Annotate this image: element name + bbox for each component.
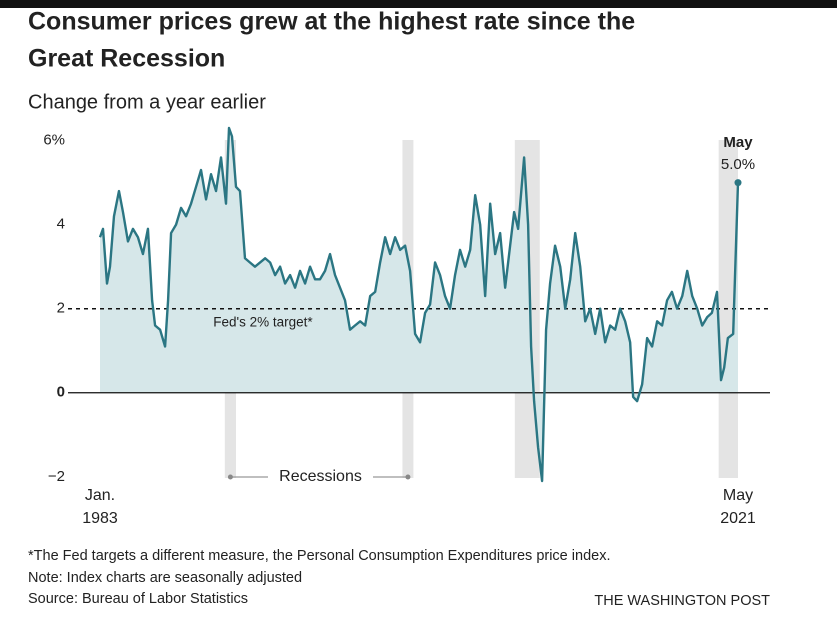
x-axis-label: Jan. xyxy=(85,487,115,504)
y-tick-label: 2 xyxy=(57,300,65,317)
top-bar xyxy=(0,0,837,8)
x-axis-label: 2021 xyxy=(720,510,756,527)
y-tick-label: 4 xyxy=(57,216,65,233)
footnote: Note: Index charts are seasonally adjust… xyxy=(28,570,302,586)
chart-title: Consumer prices grew at the highest rate… xyxy=(28,8,635,36)
line xyxy=(98,126,740,483)
target-label: Fed's 2% target* xyxy=(213,314,313,329)
x-axis-label: May xyxy=(723,487,753,504)
footnote: Source: Bureau of Labor Statistics xyxy=(28,591,248,607)
y-tick-label: 6% xyxy=(43,132,65,149)
annotation: May xyxy=(723,134,753,151)
recession-band xyxy=(718,140,738,478)
footnote: *The Fed targets a different measure, th… xyxy=(28,548,610,564)
last-point xyxy=(734,179,742,187)
connector-dot xyxy=(405,474,411,480)
y-tick-label: −2 xyxy=(48,468,65,485)
plot: 6% 4 2 0 −2 Fed's 2% target* May 5.0% Recessions… xyxy=(43,126,770,527)
credit: THE WASHINGTON POST xyxy=(594,593,770,609)
area xyxy=(100,128,738,481)
chart-subtitle: Change from a year earlier xyxy=(28,91,266,113)
y-tick-label: 0 xyxy=(57,384,65,401)
chart-title: Great Recession xyxy=(28,45,225,73)
x-axis-label: 1983 xyxy=(82,510,118,527)
connector-dot xyxy=(227,474,233,480)
recession-label: Recessions xyxy=(279,468,362,485)
value-label: 5.0% xyxy=(721,156,755,173)
